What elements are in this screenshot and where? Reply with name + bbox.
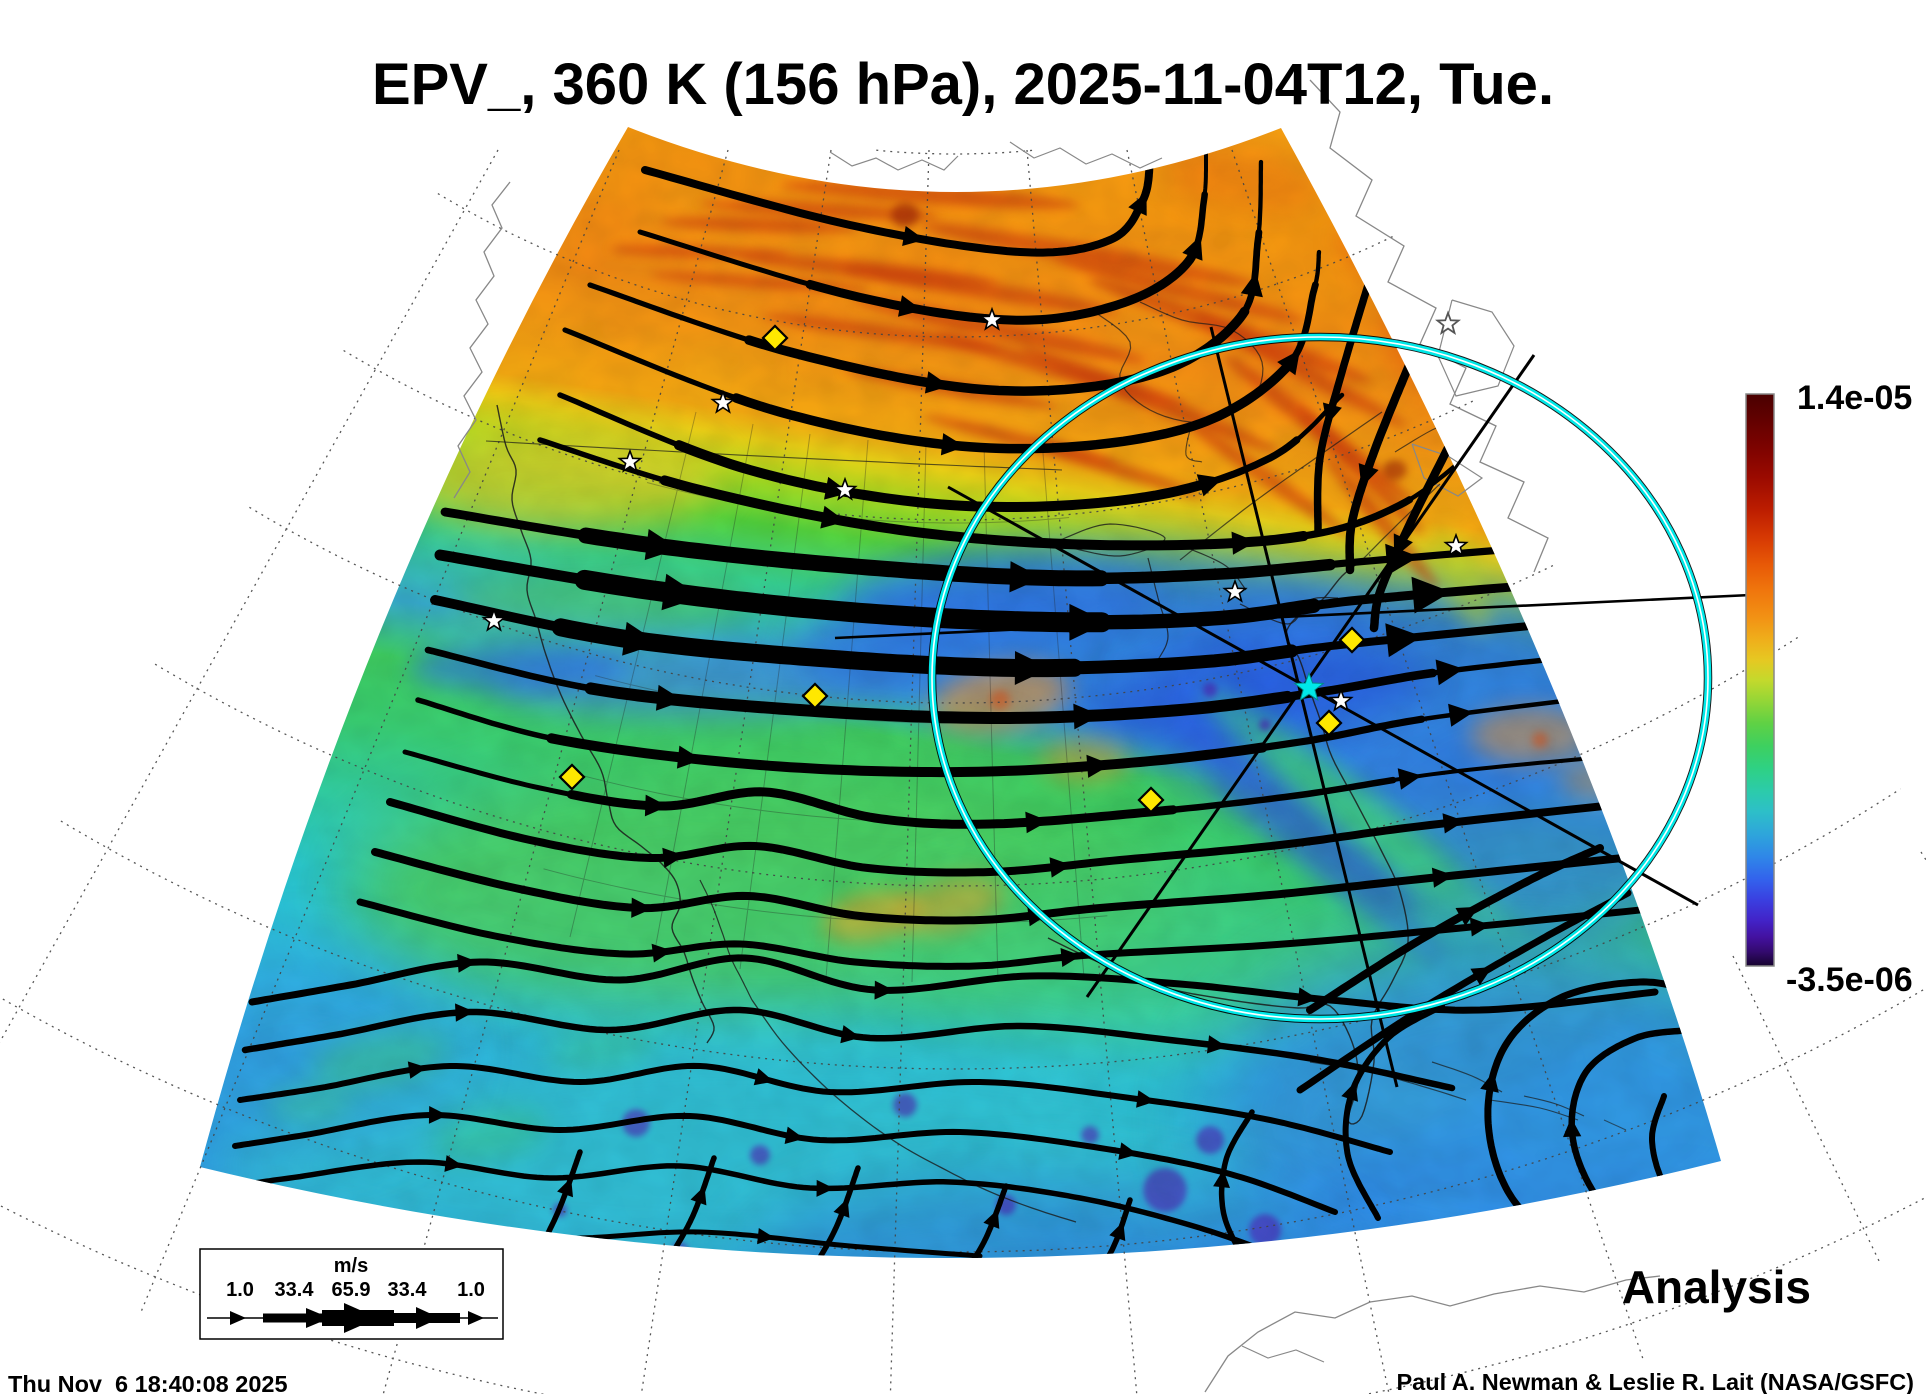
svg-text:Thu Nov 6 18:40:08 2025: Thu Nov 6 18:40:08 2025	[8, 1371, 288, 1394]
svg-text:65.9: 65.9	[332, 1279, 371, 1301]
svg-text:-3.5e-06: -3.5e-06	[1786, 961, 1913, 999]
svg-text:1.0: 1.0	[226, 1279, 254, 1301]
svg-text:Paul A. Newman & Leslie R. Lai: Paul A. Newman & Leslie R. Lait (NASA/GS…	[1396, 1369, 1914, 1394]
svg-text:1.4e-05: 1.4e-05	[1797, 379, 1912, 417]
svg-text:Analysis: Analysis	[1622, 1261, 1811, 1313]
svg-text:m/s: m/s	[334, 1255, 368, 1277]
svg-text:1.0: 1.0	[457, 1279, 485, 1301]
svg-text:33.4: 33.4	[388, 1279, 428, 1301]
svg-text:EPV_, 360 K (156 hPa), 2025-11: EPV_, 360 K (156 hPa), 2025-11-04T12, Tu…	[372, 52, 1554, 117]
svg-text:33.4: 33.4	[275, 1279, 315, 1301]
